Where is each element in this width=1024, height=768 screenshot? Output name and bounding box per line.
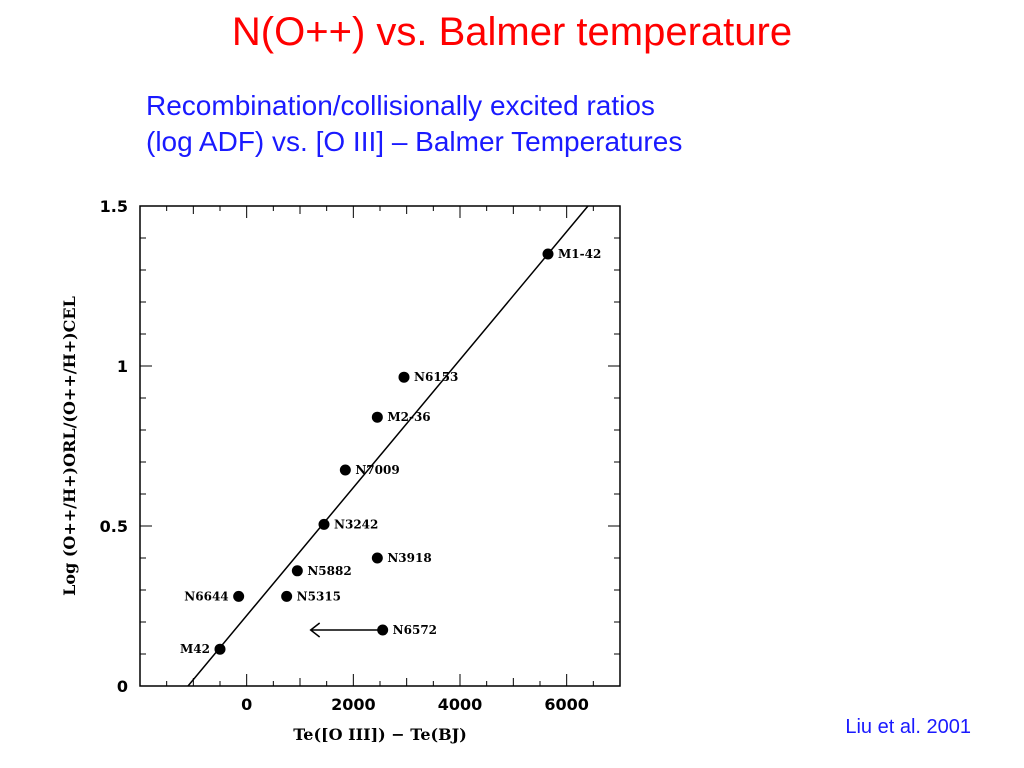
data-point <box>281 590 293 602</box>
y-tick-label: 1.5 <box>100 197 128 216</box>
data-point <box>377 624 389 636</box>
data-points-group <box>214 248 554 655</box>
data-point <box>233 590 245 602</box>
subtitle-line-2: (log ADF) vs. [O III] – Balmer Temperatu… <box>146 126 683 157</box>
x-tick-label: 2000 <box>331 695 376 714</box>
data-point <box>542 248 554 260</box>
x-tick-label: 4000 <box>438 695 483 714</box>
point-label: N3242 <box>334 517 378 531</box>
slide-subtitle: Recombination/collisionally excited rati… <box>146 88 682 160</box>
point-label: M42 <box>180 642 210 656</box>
point-label: N5882 <box>307 564 351 578</box>
point-label: N6153 <box>414 370 458 384</box>
plot-frame <box>139 205 621 687</box>
x-axis-label: Te([O III]) − Te(BJ) <box>293 725 467 744</box>
ticks-group: 0 2000 4000 6000 0 0.5 1 1.5 <box>100 197 620 714</box>
point-label: N6572 <box>393 623 437 637</box>
data-point <box>291 565 303 577</box>
slide-title: N(O++) vs. Balmer temperature <box>231 10 793 54</box>
point-label: N7009 <box>355 463 399 477</box>
axis-labels-group: Te([O III]) − Te(BJ) Log (O++/H+)ORL/(O+… <box>60 296 467 744</box>
point-label: N3918 <box>387 551 431 565</box>
data-point <box>214 643 226 655</box>
fit-line-group <box>187 205 589 687</box>
data-point <box>398 371 410 383</box>
point-label: M1-42 <box>558 247 601 261</box>
point-label: N6644 <box>184 589 228 603</box>
point-labels-group: M1-42 N6153 M2-36 N7009 N3242 N3918 N5882 N5315… <box>180 247 601 656</box>
data-point <box>339 464 351 476</box>
y-axis-label: Log (O++/H+)ORL/(O++/H+)CEL <box>60 296 79 596</box>
linear-fit-line <box>187 205 589 687</box>
point-label: M2-36 <box>387 410 430 424</box>
x-tick-label: 6000 <box>544 695 589 714</box>
y-tick-label: 1 <box>117 357 128 376</box>
arrow-head <box>309 622 321 638</box>
y-tick-label: 0.5 <box>100 517 128 536</box>
subtitle-line-1: Recombination/collisionally excited rati… <box>146 90 655 121</box>
upper-limit-arrow-group <box>309 622 383 638</box>
data-point <box>371 552 383 564</box>
plot-frame-group <box>139 205 621 687</box>
data-point <box>318 518 330 530</box>
citation-credit: Liu et al. 2001 <box>845 716 971 738</box>
point-label: N5315 <box>297 589 341 603</box>
x-tick-label: 0 <box>241 695 252 714</box>
data-point <box>371 411 383 423</box>
y-tick-label: 0 <box>117 677 128 696</box>
